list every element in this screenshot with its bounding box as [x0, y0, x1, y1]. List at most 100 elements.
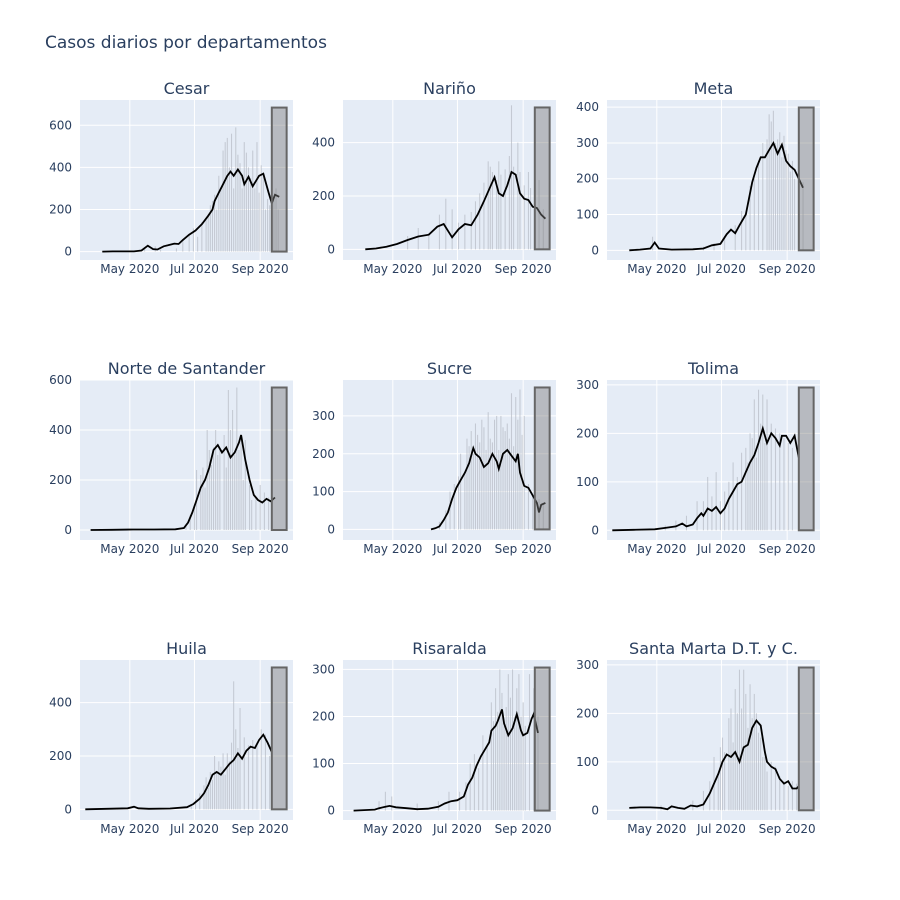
daily-bar — [228, 167, 230, 252]
daily-bar — [523, 185, 525, 250]
daily-bar — [470, 212, 472, 250]
daily-bar — [231, 133, 233, 252]
daily-bar — [736, 713, 738, 811]
daily-bar — [762, 394, 764, 531]
daily-bar — [269, 205, 271, 252]
subplot: 0 100 200 300 400 May 2020 Jul 2020 Sep 2020 Met… — [576, 79, 820, 276]
daily-bar — [505, 707, 507, 811]
daily-bar — [231, 742, 233, 810]
daily-bar — [487, 161, 489, 250]
daily-bar — [487, 412, 489, 530]
daily-bar — [252, 740, 254, 810]
x-tick-label: May 2020 — [627, 542, 686, 556]
y-tick-label: 300 — [312, 409, 335, 423]
x-tick-label: May 2020 — [627, 262, 686, 276]
rolling-average-line — [612, 425, 800, 532]
rolling-average-line — [102, 167, 280, 253]
daily-bar — [774, 142, 777, 251]
daily-bar — [228, 761, 230, 810]
daily-bar — [738, 669, 740, 811]
subplot-title: Tolima — [687, 359, 739, 378]
daily-bar — [478, 768, 480, 811]
daily-bar — [527, 172, 529, 250]
daily-bar — [218, 761, 220, 810]
daily-bar — [523, 415, 525, 530]
subplot-title: Cesar — [164, 79, 210, 98]
daily-bar — [745, 214, 747, 251]
daily-bar — [212, 447, 215, 530]
daily-bar — [516, 688, 518, 811]
daily-bar — [483, 427, 485, 530]
daily-bar — [407, 236, 409, 250]
daily-bar — [438, 214, 440, 250]
daily-bar — [483, 182, 485, 250]
y-tick-label: 200 — [576, 706, 599, 720]
y-tick-label: 200 — [312, 447, 335, 461]
x-tick-label: Sep 2020 — [232, 822, 289, 836]
highlight-window — [533, 106, 551, 251]
subplot-title: Sucre — [427, 359, 472, 378]
daily-bar — [719, 747, 721, 811]
x-tick-label: Sep 2020 — [495, 262, 552, 276]
daily-bar — [736, 476, 738, 531]
daily-bar — [477, 434, 479, 530]
daily-bar — [495, 688, 497, 811]
daily-bar — [760, 737, 762, 811]
daily-bar — [528, 674, 531, 811]
daily-bar — [774, 766, 777, 811]
daily-bar — [770, 423, 772, 531]
daily-bar — [205, 777, 207, 810]
daily-bar — [235, 127, 237, 252]
daily-bar — [745, 447, 747, 531]
rolling-average-line — [629, 719, 800, 811]
daily-bar — [753, 399, 755, 531]
daily-bar — [264, 734, 266, 810]
daily-bar — [260, 729, 262, 810]
y-tick-label: 200 — [49, 473, 72, 487]
daily-bar — [524, 725, 526, 811]
daily-bar — [200, 475, 202, 530]
daily-bar — [236, 387, 238, 530]
daily-bar — [751, 718, 753, 811]
daily-bar — [224, 774, 226, 810]
daily-bar — [802, 182, 804, 251]
subplot-title: Nariño — [423, 79, 476, 98]
daily-bar — [755, 457, 757, 531]
daily-bar — [252, 150, 254, 252]
daily-bar — [275, 188, 277, 252]
daily-bar — [457, 476, 460, 530]
daily-bar — [512, 669, 514, 811]
daily-bar — [227, 390, 229, 530]
y-tick-label: 100 — [576, 475, 599, 489]
daily-bar — [469, 763, 471, 811]
daily-bar — [766, 399, 768, 531]
daily-bar — [506, 423, 508, 530]
daily-bar — [258, 192, 260, 252]
x-tick-label: Jul 2020 — [432, 542, 482, 556]
daily-bar — [211, 201, 213, 252]
daily-bar — [239, 708, 241, 810]
daily-bar — [774, 428, 777, 531]
daily-bar — [717, 776, 719, 811]
daily-bar — [503, 725, 505, 811]
x-tick-label: May 2020 — [100, 542, 159, 556]
daily-bar — [745, 693, 747, 811]
daily-bar — [652, 236, 654, 251]
daily-bar — [223, 435, 225, 530]
daily-bar — [474, 201, 476, 250]
daily-bar — [273, 198, 275, 252]
daily-bar — [260, 165, 262, 252]
y-tick-label: 0 — [591, 243, 599, 257]
daily-bar — [510, 393, 513, 530]
subplot: 0 200 400 May 2020 Jul 2020 Sep 2020 Huila — [49, 639, 293, 836]
daily-bar — [779, 776, 781, 811]
daily-bar — [730, 708, 732, 811]
daily-bar — [219, 450, 221, 530]
daily-bar — [235, 729, 237, 810]
daily-bar — [457, 222, 460, 250]
daily-bar — [791, 447, 793, 531]
daily-bar — [197, 236, 199, 252]
daily-bar — [758, 389, 760, 531]
figure-title: Casos diarios por departamentos — [45, 33, 327, 53]
subplot: 0 200 400 600 May 2020 Jul 2020 Sep 2020 Cesar — [49, 79, 293, 276]
